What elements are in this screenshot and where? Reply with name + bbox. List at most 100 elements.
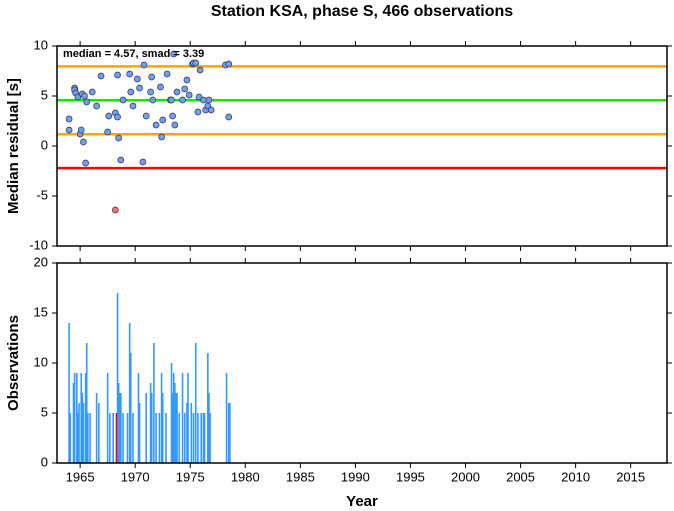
bar <box>170 363 173 463</box>
point <box>205 96 213 104</box>
x-tick-label: 2000 <box>451 469 480 484</box>
bar <box>80 373 83 463</box>
bar <box>208 393 210 463</box>
bar <box>82 403 85 463</box>
bar <box>192 413 195 463</box>
point <box>152 121 160 129</box>
point <box>81 92 88 100</box>
bar <box>117 383 120 463</box>
bar <box>118 393 121 463</box>
annotation: median = 4.57, smad = 3.39 <box>63 48 204 60</box>
point <box>196 66 204 74</box>
x-tick-label: 1965 <box>66 469 95 484</box>
point <box>181 85 189 93</box>
bar <box>77 413 79 463</box>
bar <box>194 343 197 463</box>
bar <box>76 373 78 463</box>
bar <box>203 413 206 463</box>
bar <box>112 413 114 463</box>
bar <box>155 413 157 463</box>
plot-frame <box>56 262 668 464</box>
point <box>97 72 105 80</box>
bar <box>115 413 118 463</box>
bar <box>145 393 147 463</box>
bar <box>202 413 205 463</box>
bar <box>161 393 164 463</box>
x-tick-label: 1985 <box>286 469 315 484</box>
point <box>170 50 178 58</box>
bar <box>132 413 134 463</box>
bar <box>175 393 177 463</box>
y-tick-label: 0 <box>41 137 48 152</box>
bar <box>209 413 211 463</box>
point <box>114 71 121 79</box>
x-axis-label: Year <box>346 493 378 510</box>
bar <box>116 293 119 463</box>
bar <box>87 413 89 463</box>
point <box>83 98 91 106</box>
bar <box>78 403 80 463</box>
x-tick-label: 1975 <box>176 469 205 484</box>
bar <box>122 413 124 463</box>
point <box>117 156 125 164</box>
point <box>147 88 154 96</box>
point <box>134 75 141 83</box>
point <box>119 96 127 104</box>
bar <box>138 403 141 463</box>
point <box>65 115 73 123</box>
bar <box>186 403 188 463</box>
bar <box>181 373 184 463</box>
y-tick-label: 15 <box>34 304 48 319</box>
point <box>140 61 148 69</box>
bar <box>137 373 140 463</box>
x-tick-label: 1990 <box>341 469 370 484</box>
bar <box>72 383 75 463</box>
bar <box>176 393 178 463</box>
y-tick-label: -10 <box>29 237 48 252</box>
bar <box>98 403 100 463</box>
point <box>115 134 123 142</box>
x-tick-label: 1995 <box>396 469 425 484</box>
point <box>129 102 137 110</box>
x-tick-label: 2015 <box>616 469 645 484</box>
point <box>225 60 233 68</box>
point <box>207 106 215 114</box>
bar <box>165 413 167 463</box>
bar <box>207 353 209 463</box>
bar <box>160 373 163 463</box>
y-tick-label: 10 <box>34 37 48 52</box>
bar <box>84 373 87 463</box>
bar <box>172 373 175 463</box>
point <box>88 88 96 96</box>
point <box>139 158 147 166</box>
bar <box>171 393 174 463</box>
x-tick-label: 1980 <box>231 469 260 484</box>
point <box>159 116 167 124</box>
x-tick-label: 2005 <box>506 469 535 484</box>
point <box>192 59 200 67</box>
bar <box>89 413 91 463</box>
point <box>65 126 73 134</box>
bar <box>81 393 84 463</box>
point <box>169 112 176 120</box>
bar <box>200 413 203 463</box>
y-tick-label: 20 <box>34 254 48 269</box>
bar <box>225 373 228 463</box>
y-axis-label: Median residual [s] <box>5 78 22 214</box>
point <box>105 112 113 120</box>
bar <box>109 413 111 463</box>
point <box>179 96 186 104</box>
point <box>168 96 175 104</box>
point <box>127 88 135 96</box>
bar <box>158 413 161 463</box>
bar <box>120 393 122 463</box>
point <box>163 70 171 78</box>
bar <box>197 413 199 463</box>
point <box>194 108 202 116</box>
point <box>183 76 191 84</box>
bar <box>73 373 76 463</box>
bar <box>183 413 186 463</box>
bar <box>129 353 132 463</box>
